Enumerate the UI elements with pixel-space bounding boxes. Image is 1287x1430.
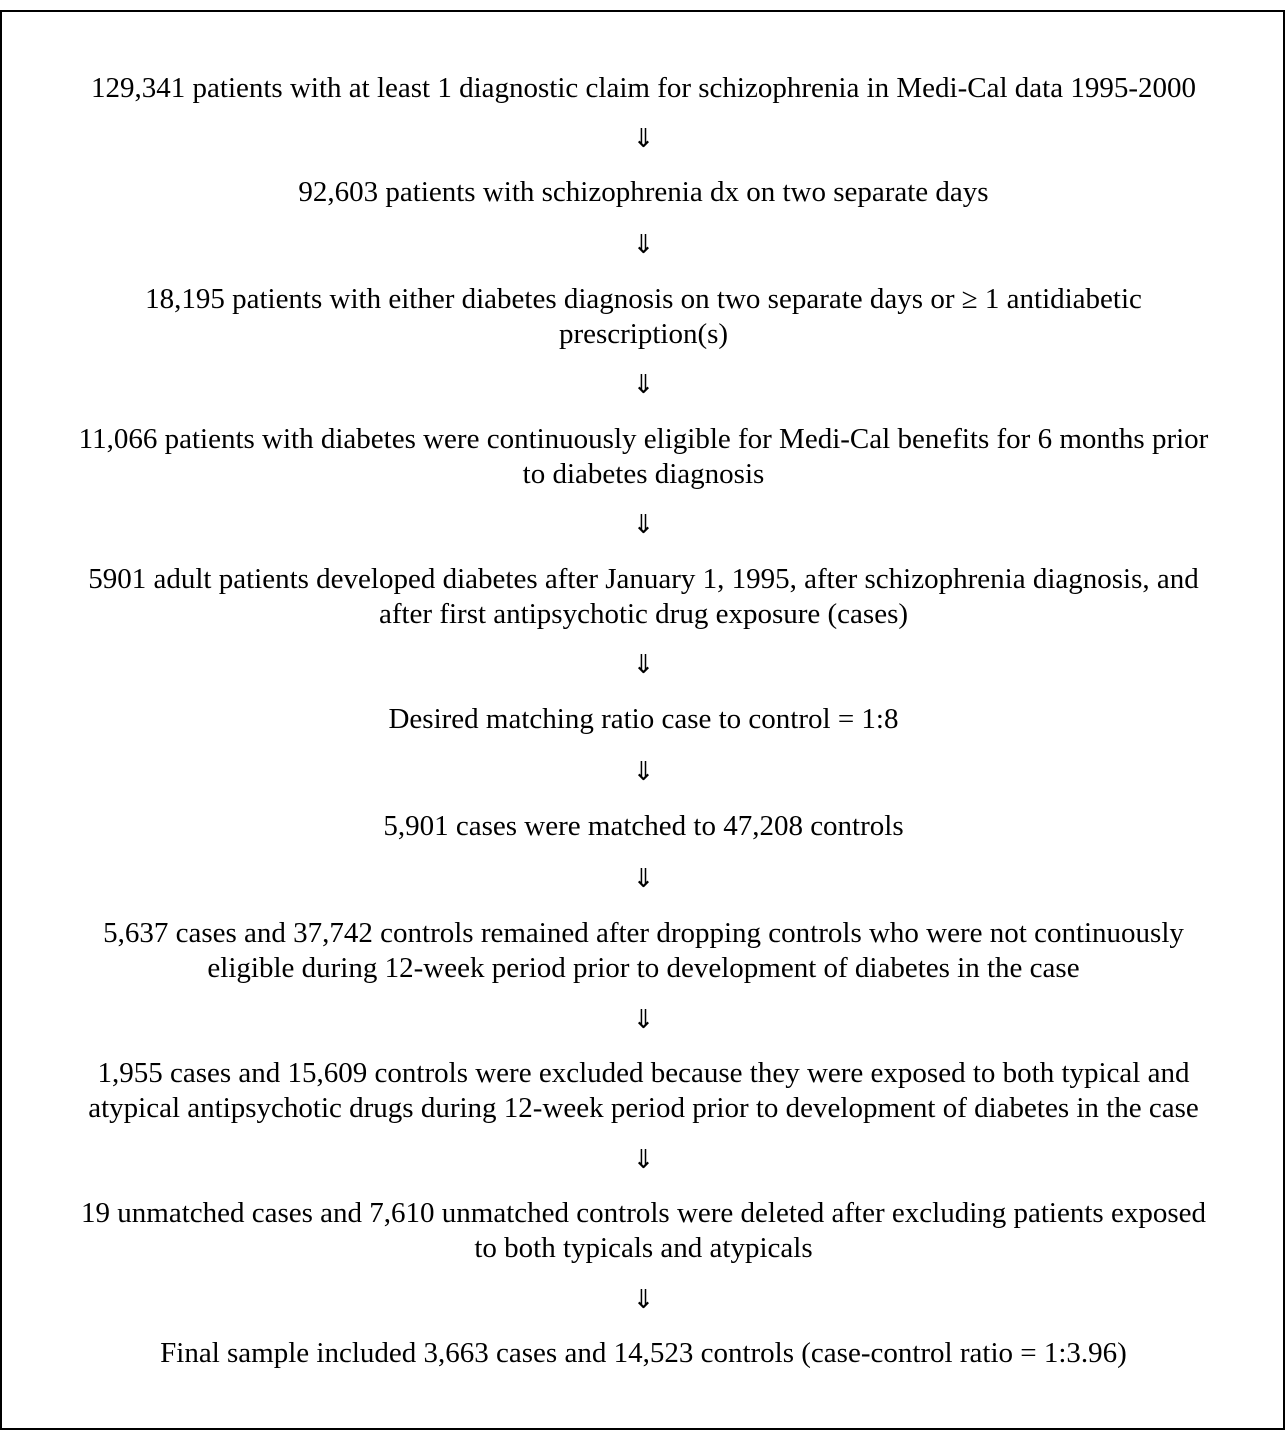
step-9-text-line-1: 1,955 cases and 15,609 controls were exc… (97, 1057, 1190, 1089)
step-4-text-line-1: 11,066 patients with diabetes were conti… (78, 423, 1209, 455)
step-5-text-line-2: after first antipsychotic drug exposure … (378, 598, 909, 630)
step-3-text-line-1: 18,195 patients with either diabetes dia… (145, 283, 1142, 315)
down-arrow-icon: ⇓ (632, 124, 655, 154)
step-1-text: 129,341 patients with at least 1 diagnos… (91, 72, 1196, 104)
step-10-text-line-2: to both typicals and atypicals (474, 1232, 813, 1264)
step-9-text-line-2: atypical antipsychotic drugs during 12-w… (88, 1092, 1199, 1124)
step-3-text-line-2: prescription(s) (558, 318, 729, 350)
step-8-text-line-1: 5,637 cases and 37,742 controls remained… (103, 917, 1184, 949)
flowchart-frame: 129,341 patients with at least 1 diagnos… (0, 10, 1285, 1430)
step-10-text-line-1: 19 unmatched cases and 7,610 unmatched c… (81, 1197, 1206, 1229)
down-arrow-icon: ⇓ (632, 510, 655, 540)
down-arrow-icon: ⇓ (632, 1145, 655, 1175)
down-arrow-icon: ⇓ (632, 230, 655, 260)
down-arrow-icon: ⇓ (632, 1285, 655, 1315)
step-4-text-line-2: to diabetes diagnosis (522, 458, 765, 490)
step-2-text: 92,603 patients with schizophrenia dx on… (298, 176, 989, 208)
down-arrow-icon: ⇓ (632, 370, 655, 400)
step-8-text-line-2: eligible during 12-week period prior to … (207, 952, 1080, 984)
step-11-text: Final sample included 3,663 cases and 14… (160, 1337, 1127, 1369)
step-6-text: Desired matching ratio case to control =… (388, 703, 899, 735)
down-arrow-icon: ⇓ (632, 1005, 655, 1035)
step-5-text-line-1: 5901 adult patients developed diabetes a… (88, 563, 1199, 595)
down-arrow-icon: ⇓ (632, 757, 655, 787)
down-arrow-icon: ⇓ (632, 650, 655, 680)
down-arrow-icon: ⇓ (632, 864, 655, 894)
step-7-text: 5,901 cases were matched to 47,208 contr… (383, 810, 904, 842)
